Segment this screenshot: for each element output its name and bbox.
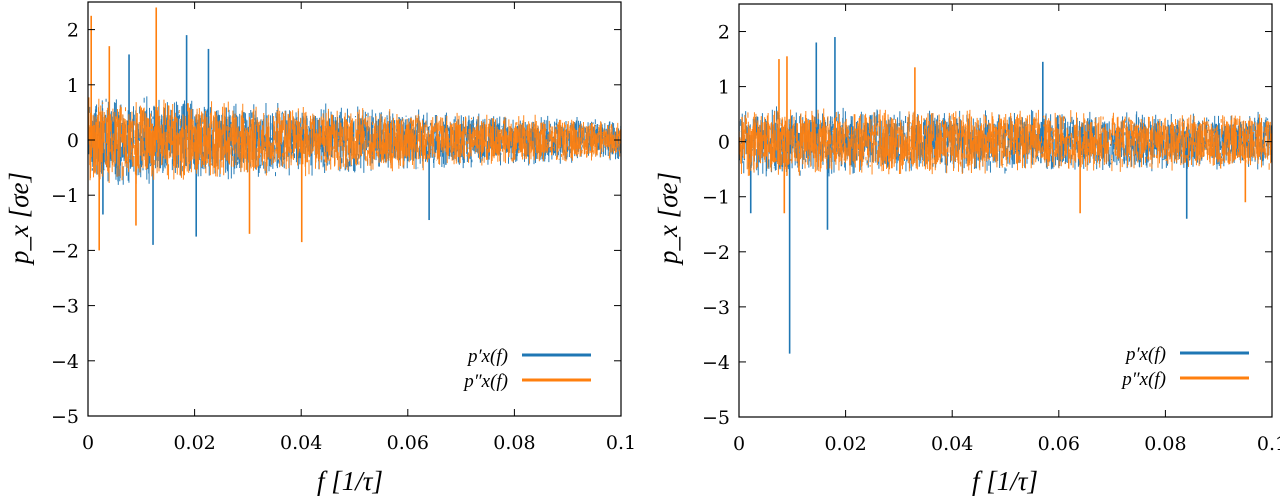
right-y-tick-label-4: −1 bbox=[702, 187, 730, 209]
left-x-tick-label-0: 0 bbox=[82, 432, 94, 454]
left-chart-frame bbox=[87, 1, 622, 417]
right-chart-frame bbox=[738, 3, 1273, 418]
right-y-tick-label-1: −4 bbox=[702, 352, 730, 374]
left-y-tick-label-7: 2 bbox=[67, 20, 79, 42]
left-chart-ticks: 0 0.02 0.04 0.06 0.08 0.1 −5 −4 −3 −2 −1 0 1 2 bbox=[51, 2, 636, 454]
left-y-tick-label-0: −5 bbox=[51, 406, 79, 428]
left-chart-x-axis-label: f [1/τ] bbox=[317, 466, 383, 496]
right-y-tick-label-7: 2 bbox=[718, 22, 730, 44]
right-chart-ticks: 0 0.02 0.04 0.06 0.08 0.1 −5 −4 −3 −2 −1 0 1 2 bbox=[702, 4, 1280, 455]
right-legend-label-p-prime: p′x(f) bbox=[1124, 344, 1166, 365]
right-x-tick-label-3: 0.06 bbox=[1038, 433, 1080, 455]
left-y-tick-label-3: −2 bbox=[51, 240, 79, 262]
left-chart-legend: p′x(f) p″x(f) bbox=[462, 346, 591, 392]
left-x-tick-label-4: 0.08 bbox=[493, 432, 535, 454]
right-chart-x-axis-label: f [1/τ] bbox=[972, 466, 1038, 496]
right-y-tick-label-2: −3 bbox=[702, 297, 730, 319]
left-y-tick-label-6: 1 bbox=[67, 75, 79, 97]
left-y-tick-label-5: 0 bbox=[67, 130, 79, 152]
right-x-tick-label-2: 0.04 bbox=[931, 433, 973, 455]
left-chart-y-axis-label: p_x [σe] bbox=[4, 172, 34, 266]
right-x-tick-label-0: 0 bbox=[733, 433, 745, 455]
left-x-tick-label-2: 0.04 bbox=[280, 432, 322, 454]
right-y-tick-label-6: 1 bbox=[718, 77, 730, 99]
right-y-tick-label-0: −5 bbox=[702, 407, 730, 429]
right-x-tick-label-4: 0.08 bbox=[1144, 433, 1186, 455]
right-chart-data-layer bbox=[739, 37, 1272, 354]
left-y-tick-label-1: −4 bbox=[51, 351, 79, 373]
left-y-tick-label-4: −1 bbox=[51, 185, 79, 207]
right-chart-legend: p′x(f) p″x(f) bbox=[1120, 344, 1249, 390]
left-x-tick-label-5: 0.1 bbox=[606, 432, 636, 454]
left-x-tick-label-1: 0.02 bbox=[173, 432, 215, 454]
left-legend-label-p-prime: p′x(f) bbox=[466, 346, 508, 367]
left-chart-data-layer bbox=[88, 7, 621, 251]
right-chart-y-axis-label: p_x [σe] bbox=[653, 172, 683, 266]
right-chart-panel: 0 0.02 0.04 0.06 0.08 0.1 −5 −4 −3 −2 −1 0 1 2 f [1/τ… bbox=[653, 3, 1280, 496]
right-series-1-noise bbox=[739, 108, 1272, 176]
right-x-tick-label-5: 0.1 bbox=[1257, 433, 1280, 455]
left-y-tick-label-2: −3 bbox=[51, 296, 79, 318]
right-y-tick-label-3: −2 bbox=[702, 242, 730, 264]
right-x-tick-label-1: 0.02 bbox=[824, 433, 866, 455]
right-legend-label-p-double-prime: p″x(f) bbox=[1120, 369, 1166, 390]
right-y-tick-label-5: 0 bbox=[718, 132, 730, 154]
left-x-tick-label-3: 0.06 bbox=[387, 432, 429, 454]
left-legend-label-p-double-prime: p″x(f) bbox=[462, 371, 508, 392]
left-chart-panel: 0 0.02 0.04 0.06 0.08 0.1 −5 −4 −3 −2 −1 0 1 2 f [1/τ… bbox=[4, 1, 636, 496]
